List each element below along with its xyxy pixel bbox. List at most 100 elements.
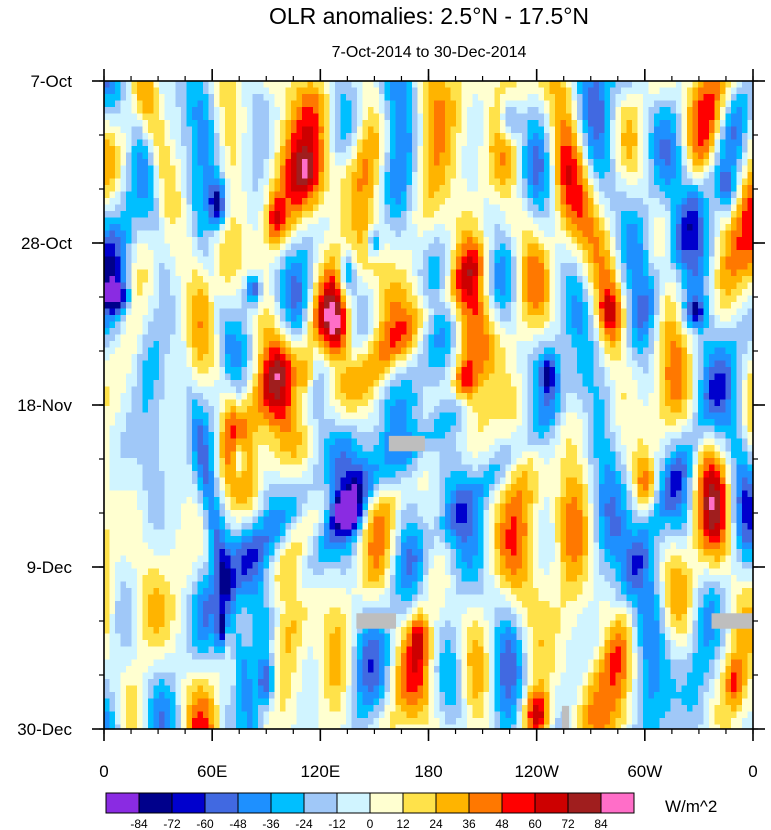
field-cell: [175, 282, 182, 290]
field-cell: [472, 282, 479, 290]
field-cell: [725, 204, 732, 212]
field-cell: [395, 263, 402, 271]
field-cell: [285, 308, 292, 316]
field-cell: [181, 276, 188, 284]
field-cell: [269, 113, 276, 121]
field-cell: [533, 243, 540, 251]
field-cell: [555, 282, 562, 290]
field-cell: [659, 289, 666, 297]
field-cell: [236, 133, 243, 141]
field-cell: [159, 139, 166, 147]
field-cell: [725, 282, 732, 290]
field-cell: [390, 100, 397, 108]
field-cell: [186, 263, 193, 271]
field-cell: [439, 185, 446, 193]
field-cell: [164, 354, 171, 362]
field-cell: [439, 276, 446, 284]
field-cell: [500, 321, 507, 329]
field-cell: [494, 100, 501, 108]
field-cell: [390, 165, 397, 173]
field-cell: [456, 172, 463, 180]
field-cell: [269, 302, 276, 310]
field-cell: [483, 191, 490, 199]
field-cell: [714, 185, 721, 193]
field-cell: [401, 250, 408, 258]
field-cell: [549, 315, 556, 323]
field-cell: [362, 152, 369, 160]
field-cell: [214, 107, 221, 115]
field-cell: [450, 250, 457, 258]
field-cell: [659, 250, 666, 258]
field-cell: [681, 302, 688, 310]
field-cell: [456, 185, 463, 193]
field-cell: [258, 328, 265, 336]
field-cell: [637, 204, 644, 212]
field-cell: [236, 282, 243, 290]
field-cell: [577, 159, 584, 167]
field-cell: [588, 256, 595, 264]
field-cell: [637, 133, 644, 141]
field-cell: [467, 243, 474, 251]
field-cell: [104, 237, 111, 245]
field-cell: [142, 211, 149, 219]
field-cell: [274, 347, 281, 355]
field-cell: [604, 347, 611, 355]
field-cell: [104, 250, 111, 258]
field-cell: [610, 321, 617, 329]
field-cell: [131, 347, 138, 355]
field-cell: [302, 165, 309, 173]
field-cell: [450, 178, 457, 186]
field-cell: [560, 269, 567, 277]
field-cell: [439, 263, 446, 271]
field-cell: [307, 211, 314, 219]
field-cell: [670, 243, 677, 251]
field-cell: [170, 315, 177, 323]
field-cell: [318, 172, 325, 180]
field-cell: [181, 211, 188, 219]
field-cell: [214, 120, 221, 128]
field-cell: [692, 256, 699, 264]
field-cell: [137, 191, 144, 199]
field-cell: [681, 328, 688, 336]
field-cell: [368, 159, 375, 167]
field-cell: [340, 185, 347, 193]
field-cell: [483, 295, 490, 303]
field-cell: [340, 302, 347, 310]
field-cell: [456, 107, 463, 115]
field-cell: [500, 185, 507, 193]
field-cell: [153, 334, 160, 342]
field-cell: [269, 185, 276, 193]
field-cell: [351, 269, 358, 277]
field-cell: [582, 237, 589, 245]
field-cell: [258, 308, 265, 316]
field-cell: [461, 321, 468, 329]
field-cell: [181, 191, 188, 199]
field-cell: [390, 334, 397, 342]
field-cell: [280, 295, 287, 303]
field-cell: [670, 230, 677, 238]
field-cell: [247, 100, 254, 108]
field-cell: [511, 256, 518, 264]
field-cell: [126, 87, 133, 95]
field-cell: [362, 211, 369, 219]
field-cell: [164, 172, 171, 180]
field-cell: [170, 178, 177, 186]
field-cell: [302, 81, 309, 89]
field-cell: [153, 185, 160, 193]
field-cell: [225, 139, 232, 147]
field-cell: [362, 165, 369, 173]
field-cell: [131, 152, 138, 160]
field-cell: [516, 120, 523, 128]
field-cell: [159, 87, 166, 95]
field-cell: [280, 165, 287, 173]
field-cell: [687, 165, 694, 173]
field-cell: [230, 198, 237, 206]
field-cell: [747, 146, 753, 154]
field-cell: [170, 133, 177, 141]
field-cell: [335, 282, 342, 290]
field-cell: [258, 165, 265, 173]
field-cell: [164, 146, 171, 154]
field-cell: [142, 282, 149, 290]
field-cell: [203, 191, 210, 199]
field-cell: [274, 198, 281, 206]
